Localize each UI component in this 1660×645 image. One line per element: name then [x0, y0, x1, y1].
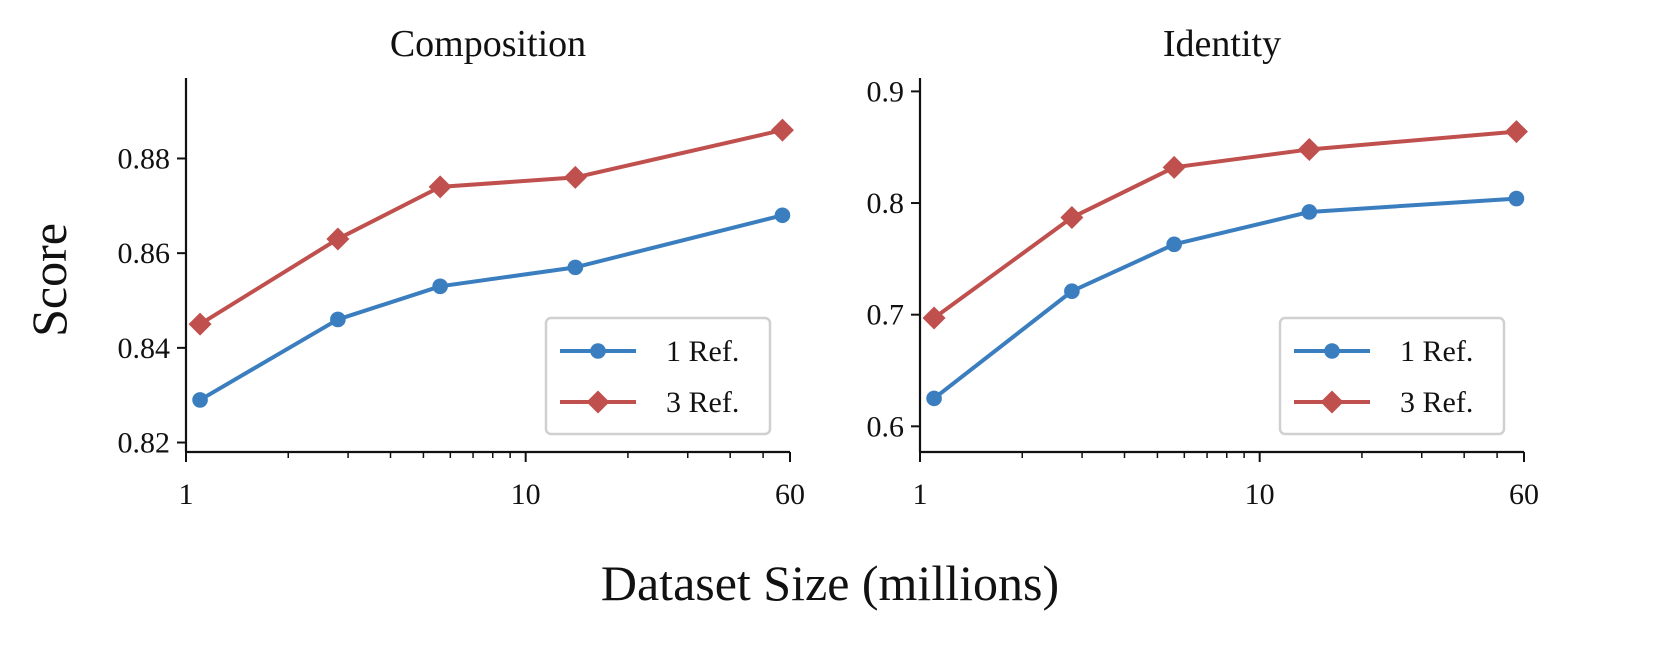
composition-x-tick-label: 1	[179, 478, 194, 511]
composition-y-tick-label: 0.84	[118, 332, 171, 365]
shared-x-axis-title: Dataset Size (millions)	[601, 555, 1059, 611]
identity-legend-marker	[1320, 390, 1344, 414]
composition-data-point	[567, 259, 584, 276]
composition-chart-panel: Composition 0.82 0.84 0.86 0.88 1 10 60 1 Ref. 3 …	[118, 23, 806, 511]
identity-x-tick-label: 10	[1245, 478, 1275, 511]
identity-data-point	[1504, 120, 1528, 144]
composition-data-point	[432, 278, 448, 295]
identity-data-point	[1297, 137, 1321, 161]
identity-x-tick-label: 60	[1509, 478, 1539, 511]
composition-series-line-2ref	[199, 128, 783, 326]
composition-legend-marker	[586, 390, 610, 414]
identity-series-line-2ref	[932, 129, 1517, 320]
identity-data-point	[1060, 206, 1084, 230]
identity-y-tick-label: 0.6	[867, 410, 905, 443]
shared-y-axis-title: Score	[21, 223, 77, 337]
composition-data-point	[188, 312, 212, 336]
composition-legend: 1 Ref. 3 Ref.	[544, 316, 772, 436]
composition-data-point	[192, 392, 208, 408]
composition-legend-label: 3 Ref.	[666, 386, 739, 419]
composition-legend-marker	[590, 343, 606, 359]
composition-data-point	[770, 118, 794, 142]
identity-data-point	[926, 390, 942, 407]
composition-data-point	[774, 207, 791, 224]
identity-title: Identity	[1163, 23, 1281, 65]
identity-data-point	[922, 306, 946, 330]
identity-legend-marker	[1324, 343, 1340, 359]
composition-data-point	[326, 227, 350, 251]
composition-data-point	[563, 165, 587, 189]
composition-legend-label: 1 Ref.	[666, 335, 739, 368]
composition-x-tick-label: 60	[775, 478, 805, 511]
identity-chart-panel: Identity 0.6 0.7 0.8 0.9 1 10 60 1 Ref. 3 Ref.	[867, 23, 1540, 511]
identity-y-tick-label: 0.9	[867, 75, 905, 108]
composition-y-tick-label: 0.86	[118, 237, 171, 270]
identity-y-tick-label: 0.8	[867, 187, 905, 220]
identity-data-point	[1162, 155, 1186, 179]
identity-legend-label: 3 Ref.	[1400, 386, 1473, 419]
identity-data-point	[1064, 283, 1080, 300]
identity-legend-label: 1 Ref.	[1400, 335, 1473, 368]
composition-title: Composition	[390, 23, 586, 65]
identity-data-point	[1166, 236, 1182, 253]
composition-data-point	[330, 311, 346, 328]
identity-x-tick-label: 1	[913, 478, 928, 511]
composition-x-tick-label: 10	[511, 478, 541, 511]
composition-y-tick-label: 0.88	[118, 142, 171, 175]
composition-data-point	[428, 175, 452, 199]
identity-y-tick-label: 0.7	[867, 299, 905, 332]
identity-legend: 1 Ref. 3 Ref.	[1278, 316, 1506, 436]
composition-y-tick-label: 0.82	[118, 427, 171, 460]
identity-data-point	[1301, 204, 1318, 220]
identity-data-point	[1508, 190, 1525, 207]
